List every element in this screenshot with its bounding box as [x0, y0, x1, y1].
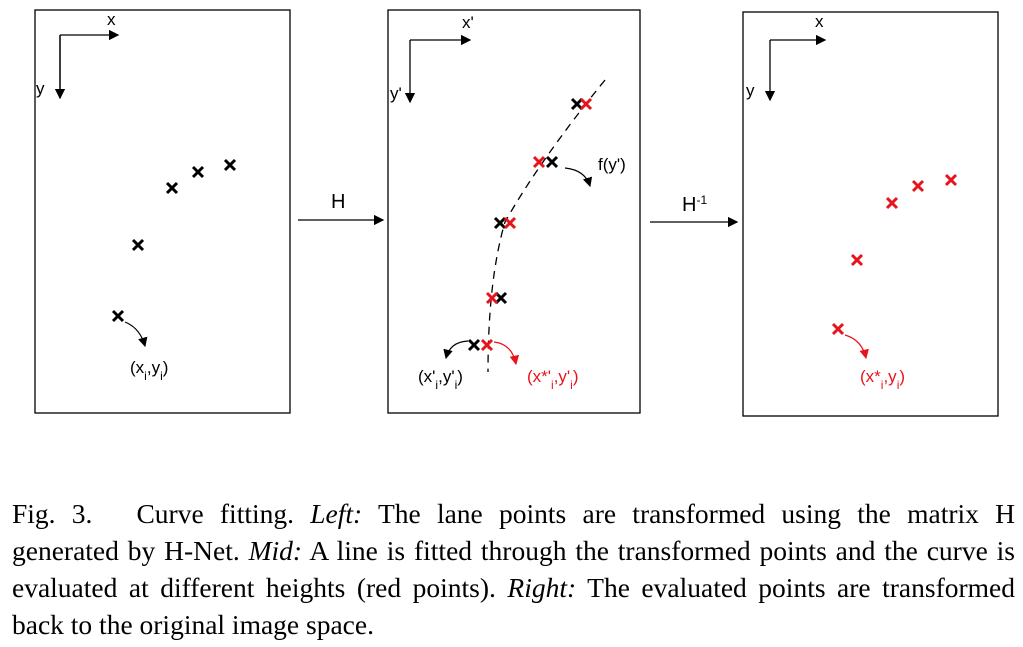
text-segment: (x*	[860, 367, 881, 386]
text-segment: Curve fitting.	[136, 498, 311, 529]
pointer	[124, 321, 148, 348]
figure: x y (xi,yi) H x' y' f(y') (x'i,y'i) (x*'…	[34, 9, 999, 417]
transform-label: H-1	[682, 193, 707, 216]
point-label: (xi,yi)	[130, 358, 168, 383]
transform-label: H	[331, 191, 345, 213]
caption-text: Curve fitting. Left: The lane points are…	[12, 498, 1015, 640]
point-label: (x'i,y'i)	[418, 367, 463, 392]
text-segment: )	[163, 358, 169, 377]
panel-frame	[387, 9, 641, 414]
text-segment: ,y'	[438, 367, 454, 386]
points	[467, 97, 584, 352]
pointer	[564, 167, 593, 188]
text-segment: (x'	[418, 367, 435, 386]
y-label: y	[36, 79, 45, 98]
text-segment: (x	[130, 358, 145, 377]
points	[831, 173, 958, 336]
point-label: (x*i,yi)	[860, 367, 905, 392]
pointer	[844, 334, 869, 360]
text-segment: Left:	[310, 498, 363, 529]
text-segment: (x*'	[527, 367, 551, 386]
x-label: x'	[462, 13, 474, 32]
pointer	[443, 340, 469, 360]
text-segment: ,y	[883, 367, 897, 386]
y-label: y	[746, 81, 755, 100]
text-segment: The lane points are transformed using th…	[12, 498, 1016, 566]
text-segment: i	[435, 378, 438, 392]
pointer	[493, 341, 520, 366]
fitted-points	[480, 97, 593, 352]
text-segment: Right:	[507, 572, 577, 603]
text-segment: i	[570, 378, 573, 392]
panel-frame	[742, 11, 999, 417]
text-segment: i	[144, 369, 147, 383]
text-segment: )	[457, 367, 463, 386]
y-label: y'	[390, 84, 402, 103]
text-segment: )	[573, 367, 579, 386]
text-segment: i	[897, 378, 900, 392]
points	[111, 158, 237, 323]
text-segment: -1	[696, 193, 707, 207]
figure-number: Fig. 3.	[12, 498, 93, 529]
text-segment: A line is fitted through the transformed…	[12, 535, 1015, 603]
text-segment: ,y'	[554, 367, 570, 386]
x-label: x	[107, 10, 116, 29]
text-segment: i	[160, 369, 163, 383]
text-segment: The evaluated points are transformed bac…	[12, 572, 1015, 640]
axes	[59, 35, 118, 98]
x-label: x	[815, 12, 824, 31]
text-segment: Mid:	[248, 535, 303, 566]
text-segment: i	[551, 378, 554, 392]
text-segment: i	[455, 378, 458, 392]
fitted-label: (x*'i,y'i)	[527, 367, 579, 392]
curve-label: f(y')	[598, 155, 626, 174]
fitted-curve	[487, 79, 606, 373]
caption: Fig. 3. Curve fitting. Left: The lane poi…	[12, 495, 1015, 643]
text-segment: H	[331, 191, 345, 213]
text-segment: H	[682, 194, 696, 216]
text-segment: ,y	[147, 358, 161, 377]
text-segment: i	[881, 378, 884, 392]
panel-frame	[34, 9, 291, 414]
text-segment: )	[899, 367, 905, 386]
